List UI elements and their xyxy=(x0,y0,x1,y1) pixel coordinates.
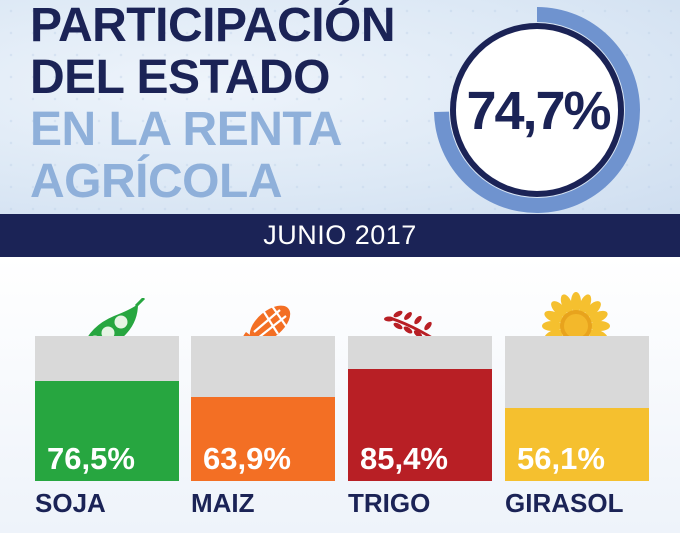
bar-girasol: 56,1% xyxy=(505,408,649,481)
bar-soja: 76,5% xyxy=(35,381,179,481)
sunflower-petal xyxy=(571,292,581,312)
category-label-girasol: GIRASOL xyxy=(505,488,624,518)
sunflower-petal xyxy=(542,321,562,331)
bar-track-maiz: 63,9% xyxy=(191,336,335,481)
headline-gauge: 74,7% xyxy=(434,7,640,214)
bar-track-girasol: 56,1% xyxy=(505,336,649,481)
date-label: JUNIO 2017 xyxy=(263,220,417,250)
value-label-trigo: 85,4% xyxy=(360,441,448,476)
category-label-trigo: TRIGO xyxy=(348,488,431,518)
bar-track-soja: 76,5% xyxy=(35,336,179,481)
sunflower-petal xyxy=(551,301,567,317)
sunflower-petal xyxy=(560,294,573,314)
title-line-4: AGRÍCOLA xyxy=(30,155,282,208)
bar-track-trigo: 85,4% xyxy=(348,336,492,481)
value-label-maiz: 63,9% xyxy=(203,441,291,476)
category-label-soja: SOJA xyxy=(35,488,106,518)
category-label-maiz: MAIZ xyxy=(191,488,255,518)
date-band: JUNIO 2017 xyxy=(0,214,680,257)
bar-trigo: 85,4% xyxy=(348,369,492,481)
sunflower-petal xyxy=(588,310,608,323)
headline-value: 74,7% xyxy=(466,81,610,141)
title-line-1: PARTICIPACIÓN xyxy=(30,0,396,52)
bar-maiz: 63,9% xyxy=(191,397,335,481)
sunflower-petal xyxy=(590,321,610,331)
value-label-soja: 76,5% xyxy=(47,441,135,476)
title-line-2: DEL ESTADO xyxy=(30,51,330,104)
value-label-girasol: 56,1% xyxy=(517,441,605,476)
sunflower-petal xyxy=(585,301,601,317)
title-line-3: EN LA RENTA xyxy=(30,103,342,156)
headline-circle xyxy=(450,23,624,197)
